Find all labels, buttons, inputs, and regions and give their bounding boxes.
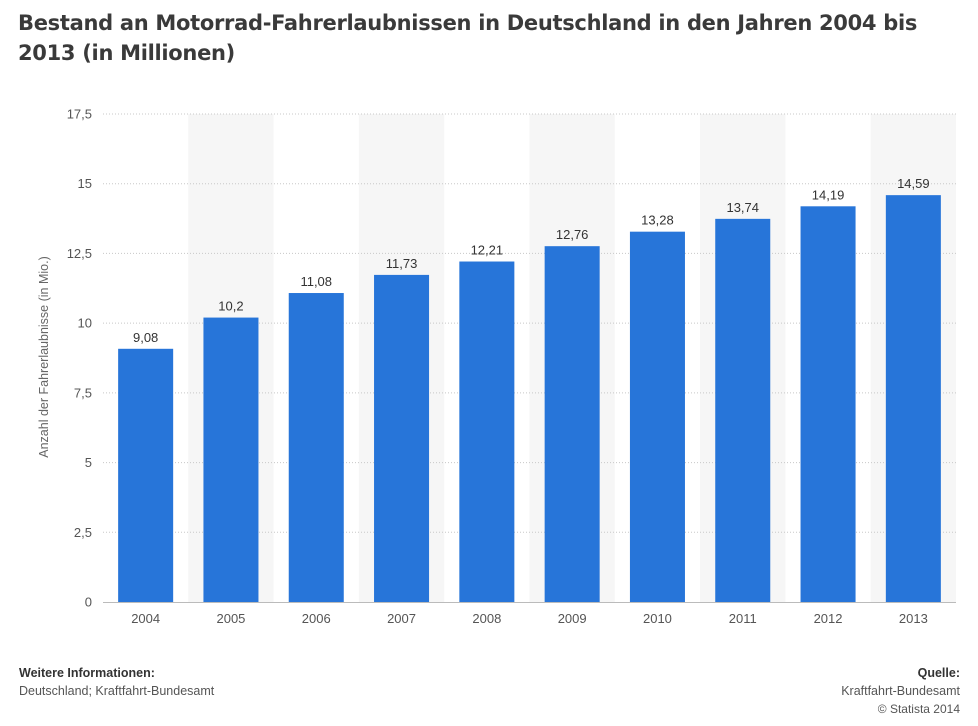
bar — [374, 274, 430, 602]
grid-lines — [103, 113, 956, 533]
value-label: 13,28 — [641, 213, 674, 228]
y-tick-label: 2,5 — [74, 525, 92, 540]
value-label: 11,73 — [386, 256, 418, 271]
x-tick-label: 2007 — [387, 611, 416, 626]
footer-info: Weitere Informationen: Deutschland; Kraf… — [19, 664, 214, 700]
x-tick-label: 2004 — [131, 611, 160, 626]
bar — [118, 348, 174, 602]
chart-title: Bestand an Motorrad-Fahrerlaubnissen in … — [18, 11, 918, 65]
y-tick-label: 17,5 — [67, 107, 92, 122]
value-label: 9,08 — [133, 330, 158, 345]
value-label: 11,08 — [300, 274, 332, 289]
x-tick-label: 2010 — [643, 611, 672, 626]
bar — [544, 246, 600, 602]
value-label: 12,21 — [471, 243, 504, 258]
x-tick-label: 2008 — [472, 611, 501, 626]
y-tick-label: 12,5 — [67, 246, 92, 261]
bar — [288, 293, 344, 602]
bar — [800, 206, 856, 603]
y-tick-label: 7,5 — [74, 385, 92, 400]
value-label: 10,2 — [218, 299, 243, 314]
bar — [715, 218, 771, 602]
y-axis-label: Anzahl der Fahrerlaubnisse (in Mio.) — [37, 256, 51, 457]
info-heading: Weitere Informationen: — [19, 666, 155, 680]
bar — [629, 231, 685, 602]
x-tick-label: 2012 — [814, 611, 843, 626]
x-tick-label: 2013 — [899, 611, 928, 626]
copyright-text: © Statista 2014 — [877, 702, 960, 716]
source-text: Kraftfahrt-Bundesamt — [841, 684, 960, 698]
bar-chart: 0 2,5 5 7,5 10 12,5 15 17,5 9,08 10,2 11,08 11,73 1… — [37, 107, 956, 626]
info-text: Deutschland; Kraftfahrt-Bundesamt — [19, 684, 215, 698]
x-tick-label: 2005 — [216, 611, 245, 626]
value-label: 13,74 — [726, 200, 759, 215]
value-label: 14,19 — [812, 187, 845, 202]
y-axis-tick-labels: 0 2,5 5 7,5 10 12,5 15 17,5 — [67, 107, 92, 610]
x-tick-label: 2006 — [302, 611, 331, 626]
value-label: 14,59 — [897, 176, 930, 191]
y-tick-label: 10 — [78, 316, 92, 331]
value-label: 12,76 — [556, 227, 589, 242]
bars — [118, 195, 941, 603]
y-tick-label: 5 — [85, 455, 92, 470]
x-tick-label: 2011 — [729, 611, 757, 626]
x-tick-label: 2009 — [558, 611, 587, 626]
value-labels: 9,08 10,2 11,08 11,73 12,21 12,76 13,28 13,74 14… — [133, 176, 930, 345]
footer-source: Quelle: Kraftfahrt-Bundesamt © Statista … — [841, 664, 960, 718]
bar — [459, 261, 515, 602]
y-tick-label: 0 — [85, 595, 92, 610]
source-heading: Quelle: — [917, 666, 960, 680]
bar — [203, 317, 259, 602]
y-tick-label: 15 — [78, 176, 92, 191]
bar — [885, 195, 941, 602]
x-axis-tick-labels: 2004 2005 2006 2007 2008 2009 2010 2011 2012 2013 — [131, 611, 928, 626]
